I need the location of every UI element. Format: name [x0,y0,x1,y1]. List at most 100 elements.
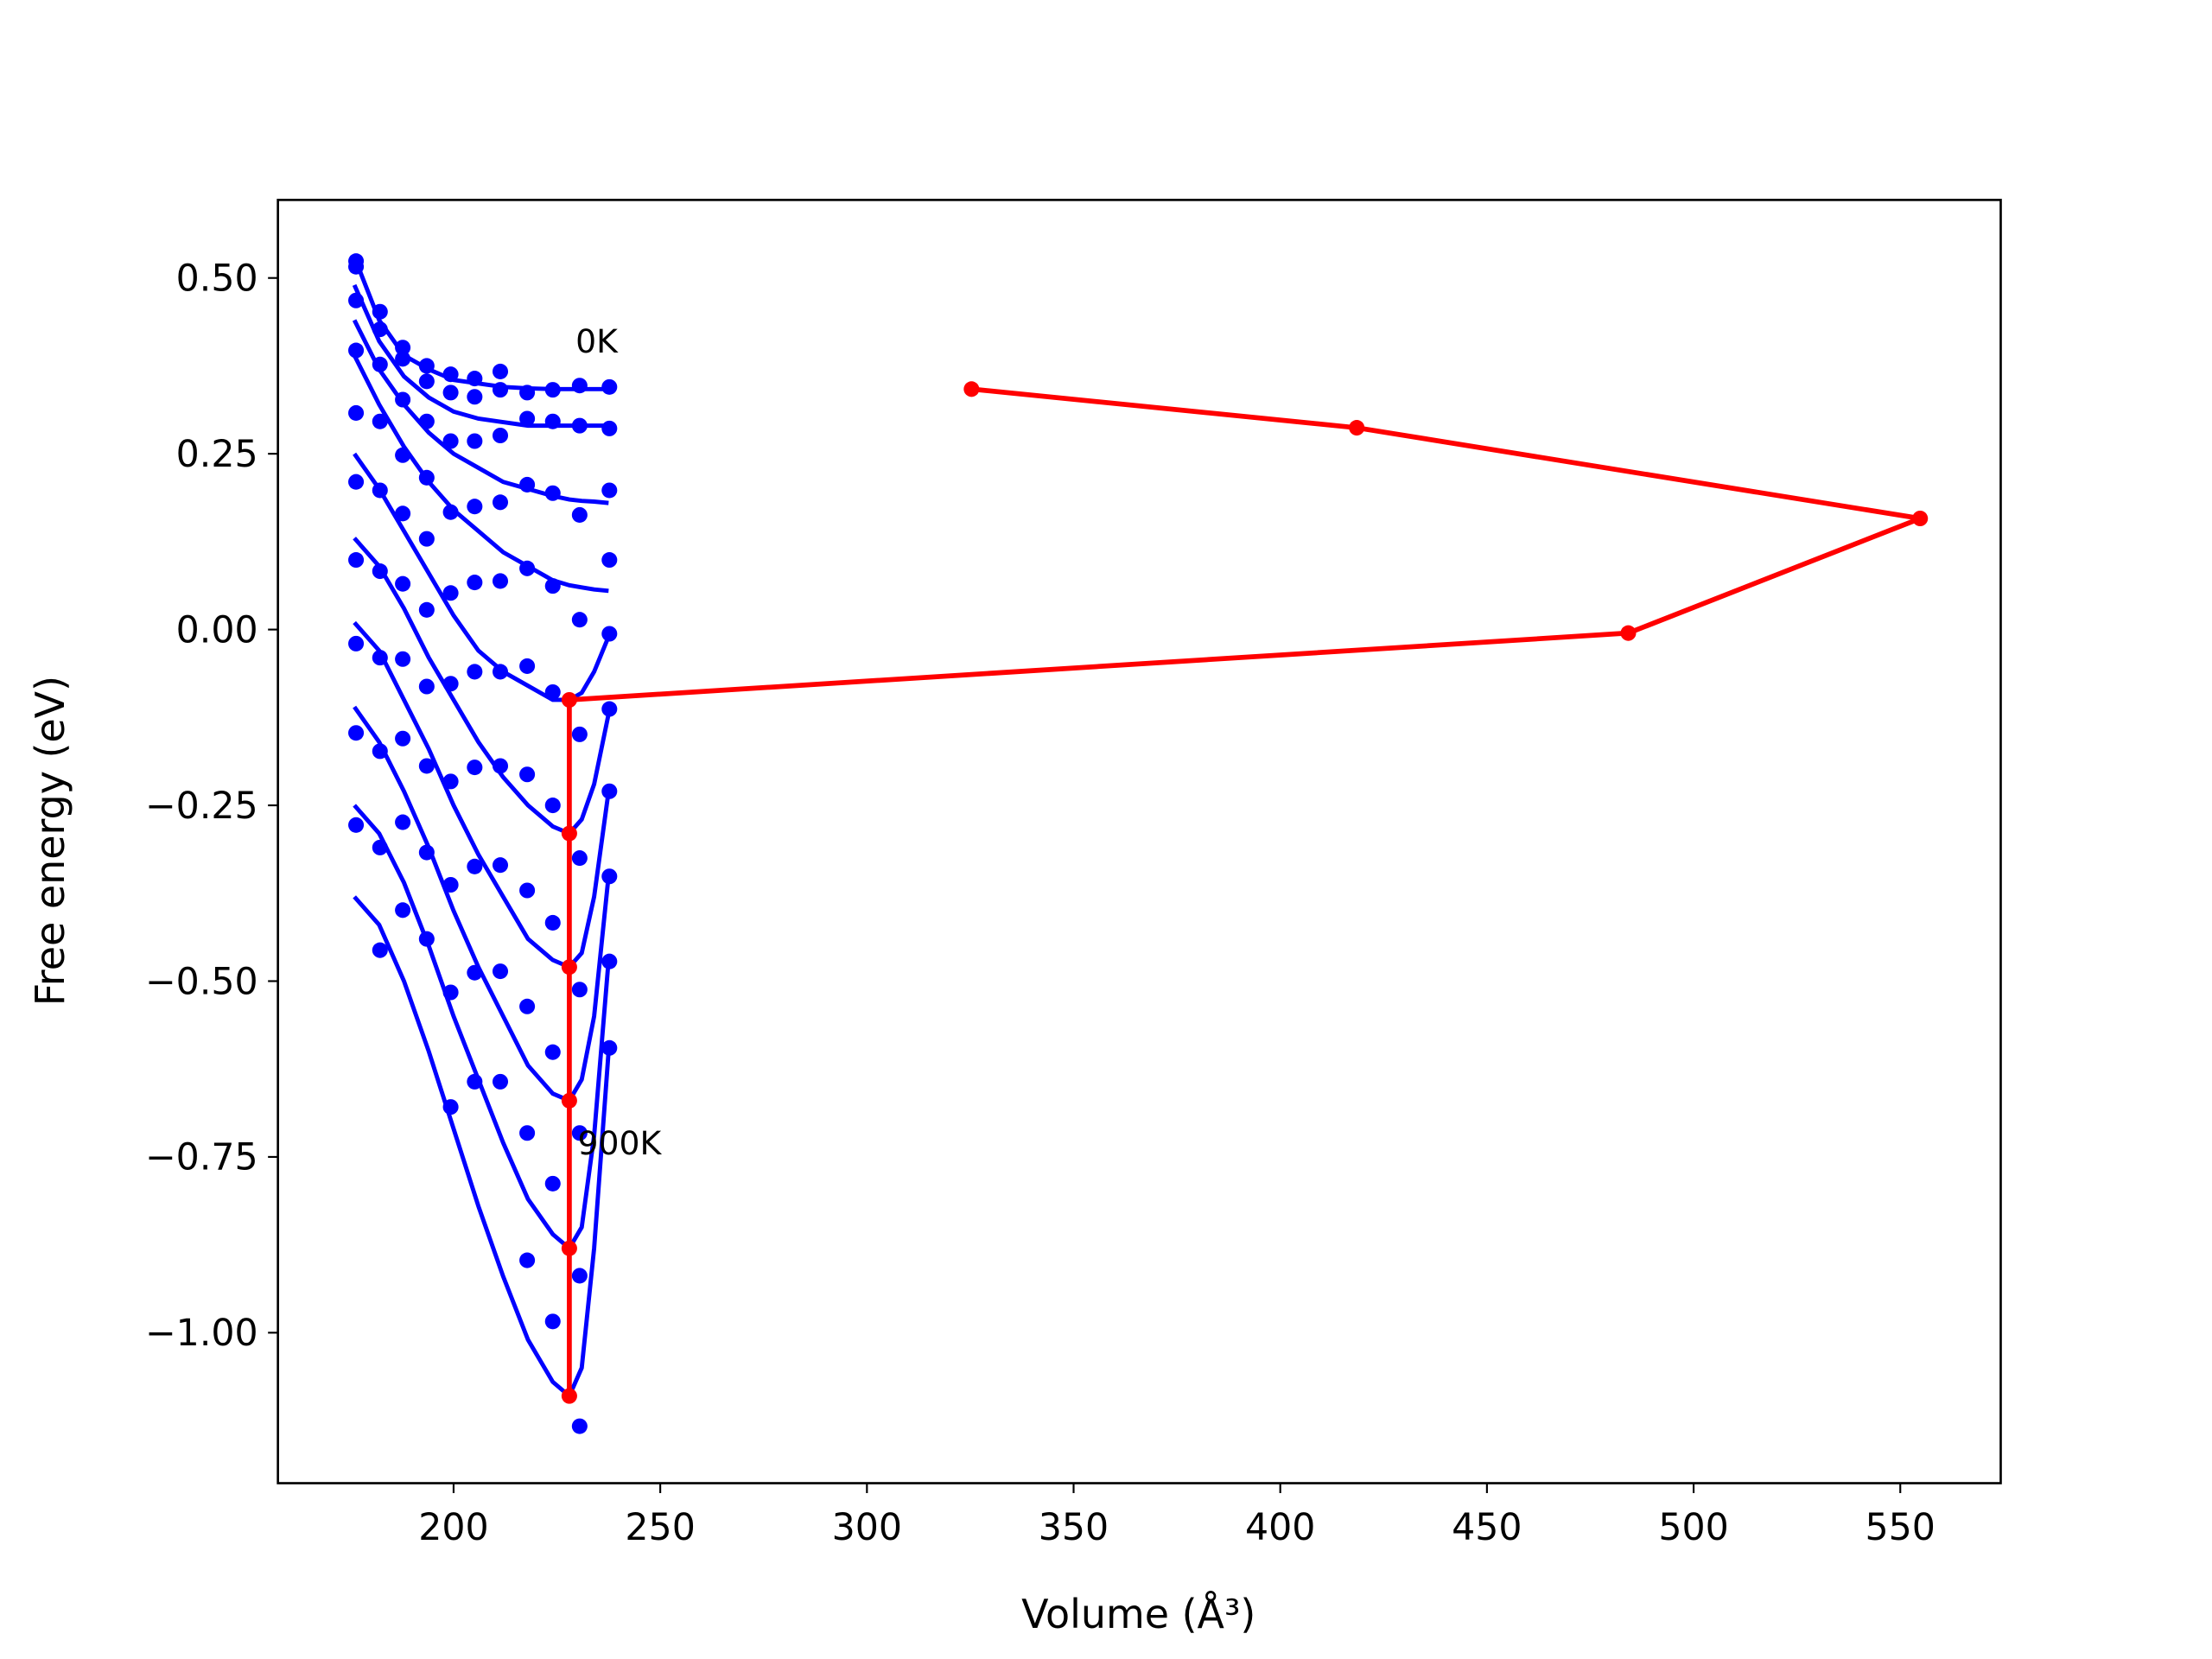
data-point [418,678,435,695]
data-point [418,358,435,374]
data-point [418,601,435,618]
fit-curve [352,354,609,594]
data-point [467,760,483,776]
fit-curve [353,895,611,1400]
y-tick-label: 0.00 [176,608,258,652]
minimum-point [1620,625,1637,641]
y-tick-label: −1.00 [145,1312,258,1355]
y-axis-label: Free energy (eV) [27,676,73,1006]
data-point [571,1268,588,1284]
data-point [372,839,388,855]
data-point [442,876,459,893]
data-point [492,963,509,980]
minimum-point [1912,510,1929,527]
data-point [418,413,435,429]
data-point [492,758,509,774]
fit-curve [353,705,611,1103]
fit-curve [353,537,611,836]
data-point [418,373,435,390]
data-point [395,340,411,356]
data-point [544,382,561,398]
data-point [348,404,365,421]
minimum-point [963,381,980,397]
data-point [418,844,435,861]
data-point [467,1073,483,1090]
data-point [519,1252,536,1268]
data-point [492,382,509,398]
x-tick-label: 200 [418,1506,488,1549]
data-point [492,573,509,589]
data-point [442,984,459,1001]
data-point [601,1039,618,1056]
y-tick-label: −0.25 [145,785,258,828]
data-point [348,258,365,275]
data-point [467,433,483,449]
data-point [467,499,483,515]
x-tick-label: 250 [625,1506,695,1549]
data-point [348,817,365,833]
annotation: 900K [577,1124,662,1162]
data-point [544,914,561,931]
data-point [348,342,365,359]
minimum-point [561,1240,577,1256]
data-point [492,664,509,680]
minimum-point [561,691,577,708]
data-point [519,658,536,674]
data-point [372,413,388,429]
data-point [418,469,435,486]
data-point [372,563,388,580]
data-point [418,531,435,547]
minimum-point [561,1388,577,1404]
minimum-path [567,386,1923,1396]
data-point [348,292,365,308]
data-point [544,1044,561,1060]
data-point [395,651,411,667]
x-tick-label: 350 [1039,1506,1109,1549]
data-point [519,410,536,427]
y-tick-label: 0.25 [176,433,258,476]
data-point [492,427,509,444]
minimum-point [561,959,577,976]
data-point [372,303,388,320]
data-point [519,1125,536,1141]
data-point [372,650,388,666]
data-point [348,725,365,741]
data-point [467,575,483,591]
fit-curve [353,620,611,970]
data-point [571,417,588,434]
data-point [519,385,536,401]
data-point [467,964,483,981]
x-tick-label: 500 [1658,1506,1728,1549]
data-point [442,385,459,401]
data-point [601,783,618,799]
data-point [519,998,536,1014]
x-tick-label: 400 [1245,1506,1315,1549]
data-point [372,743,388,760]
data-point [571,612,588,628]
y-tick-label: −0.75 [145,1136,258,1179]
data-point [571,850,588,867]
data-point [467,858,483,874]
data-point [442,433,459,449]
data-point [418,931,435,947]
data-point [492,857,509,874]
data-point [519,476,536,493]
data-point [544,413,561,429]
data-point [544,683,561,701]
data-point [395,391,411,408]
data-point [372,356,388,372]
data-point [601,378,618,395]
data-point [571,506,588,523]
data-point [519,560,536,576]
data-point [544,1175,561,1192]
data-point [395,351,411,367]
data-point [348,635,365,652]
data-point [442,585,459,601]
data-point [395,902,411,918]
data-point [544,485,561,501]
data-point [601,626,618,642]
data-point [571,1418,588,1434]
